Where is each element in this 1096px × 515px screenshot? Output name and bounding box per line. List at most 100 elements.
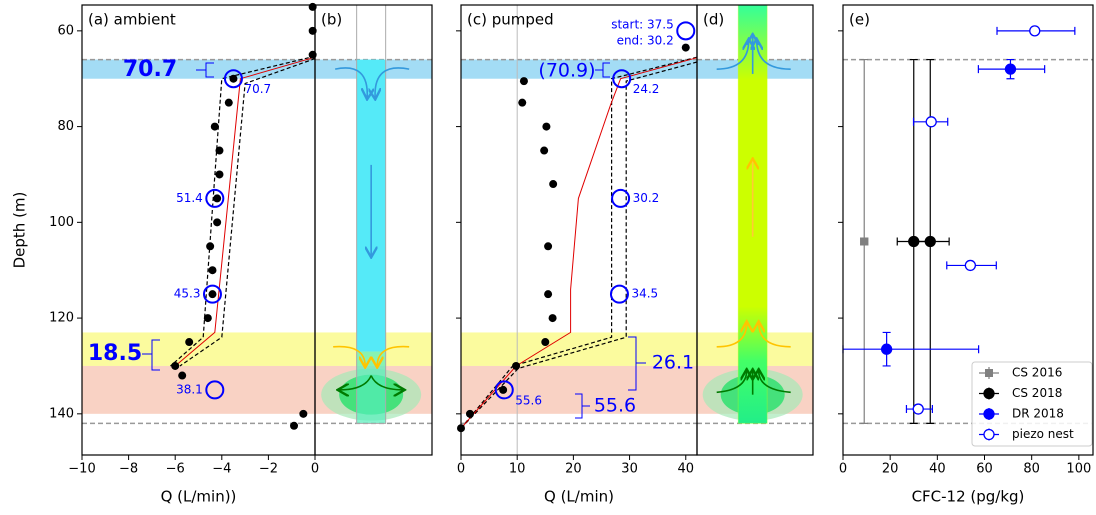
circle-label: end: 30.2: [617, 33, 674, 47]
piezo-circle: [611, 286, 628, 303]
circle-label: 34.5: [631, 287, 658, 301]
x-tick-label: 20: [565, 462, 582, 477]
circle-label: 51.4: [176, 191, 203, 205]
annotation: 55.6: [594, 395, 636, 417]
circle-label: start: 37.5: [611, 17, 674, 31]
x-error-bar: [843, 345, 979, 353]
x-tick-label: 40: [929, 462, 946, 477]
x-axis-label: CFC-12 (pg/kg): [912, 488, 1025, 506]
annotation: 70.7: [123, 57, 177, 82]
data-point: [512, 362, 520, 370]
marker: [913, 404, 923, 414]
data-point: [542, 123, 550, 131]
panel-label: (e): [849, 11, 870, 29]
y-tick-label: 120: [49, 311, 74, 326]
marker: [926, 117, 936, 127]
circle-label: 24.2: [633, 82, 660, 96]
marker: [1030, 26, 1040, 36]
x-axis-label: Q (L/min)): [161, 488, 237, 506]
model-line: [175, 57, 315, 366]
y-tick-label: 140: [49, 406, 74, 421]
data-point: [499, 386, 507, 394]
panel-label: (c) pumped: [467, 11, 554, 29]
data-point: [215, 147, 223, 155]
well-column-lower: [357, 352, 386, 424]
x-tick-label: 20: [882, 462, 899, 477]
data-point: [541, 338, 549, 346]
data-point: [213, 218, 221, 226]
circle-label: 55.6: [515, 393, 542, 407]
x-tick-label: 0: [457, 462, 465, 477]
annotation: (70.9): [538, 60, 595, 82]
y-tick-label: 100: [49, 215, 74, 230]
x-tick-label: 80: [1023, 462, 1040, 477]
data-point: [520, 77, 528, 85]
data-point: [299, 410, 307, 418]
data-point: [549, 180, 557, 188]
circle-label: 70.7: [244, 82, 271, 96]
data-point: [206, 242, 214, 250]
y-tick-label: 80: [57, 119, 74, 134]
marker: [882, 344, 892, 354]
annotation: 26.1: [652, 352, 694, 374]
data-point: [518, 99, 526, 107]
panel-label: (a) ambient: [88, 11, 176, 29]
x-tick-label: −2: [259, 462, 278, 477]
panel-label: (d): [703, 11, 724, 29]
data-point: [549, 314, 557, 322]
circle-label: 38.1: [176, 382, 203, 396]
marker: [984, 409, 994, 419]
data-point: [544, 290, 552, 298]
circle-label: 45.3: [174, 287, 201, 301]
y-tick-label: 60: [57, 23, 74, 38]
data-point: [215, 170, 223, 178]
x-tick-label: −4: [212, 462, 231, 477]
marker: [965, 260, 975, 270]
data-point: [208, 290, 216, 298]
data-point: [225, 99, 233, 107]
piezo-circle: [677, 22, 694, 39]
x-tick-label: 100: [1066, 462, 1091, 477]
marker: [984, 430, 994, 440]
data-point: [682, 44, 690, 52]
data-point: [544, 242, 552, 250]
envelope-line: [180, 59, 315, 366]
x-tick-label: 60: [976, 462, 993, 477]
x-tick-label: −6: [166, 462, 185, 477]
data-point: [178, 372, 186, 380]
figure: 70.7 51.4 45.3 38.1 70.7 18.5 −10 −8 −6 −4 −2 0 Q (L…: [0, 0, 1096, 515]
y-axis-label: Depth (m): [11, 192, 29, 269]
data-point: [208, 266, 216, 274]
legend-label: DR 2018: [1012, 407, 1064, 421]
depth-zone: [82, 60, 315, 79]
x-tick-label: 10: [509, 462, 526, 477]
data-point: [540, 147, 548, 155]
legend-label: piezo nest: [1012, 427, 1074, 441]
x-tick-label: 0: [311, 462, 319, 477]
legend-label: CS 2016: [1012, 366, 1062, 380]
marker: [985, 369, 993, 377]
legend-label: CS 2018: [1012, 386, 1062, 400]
annotation: 18.5: [88, 341, 142, 366]
panel-label: (b): [321, 11, 342, 29]
x-tick-label: 30: [621, 462, 638, 477]
data-point: [290, 422, 298, 430]
data-point: [204, 314, 212, 322]
marker: [1005, 64, 1015, 74]
data-point: [185, 338, 193, 346]
marker: [984, 389, 994, 399]
x-tick-label: −10: [68, 462, 95, 477]
circle-label: 30.2: [633, 191, 660, 205]
data-point: [213, 194, 221, 202]
data-point: [229, 75, 237, 83]
x-tick-label: 0: [839, 462, 847, 477]
marker: [860, 237, 868, 245]
data-point: [466, 410, 474, 418]
page: 70.7 51.4 45.3 38.1 70.7 18.5 −10 −8 −6 −4 −2 0 Q (L…: [0, 0, 1096, 515]
x-axis-label: Q (L/min): [544, 488, 614, 506]
data-point: [211, 123, 219, 131]
x-tick-label: 40: [677, 462, 694, 477]
x-tick-label: −8: [119, 462, 138, 477]
data-point: [171, 362, 179, 370]
marker: [925, 236, 935, 246]
